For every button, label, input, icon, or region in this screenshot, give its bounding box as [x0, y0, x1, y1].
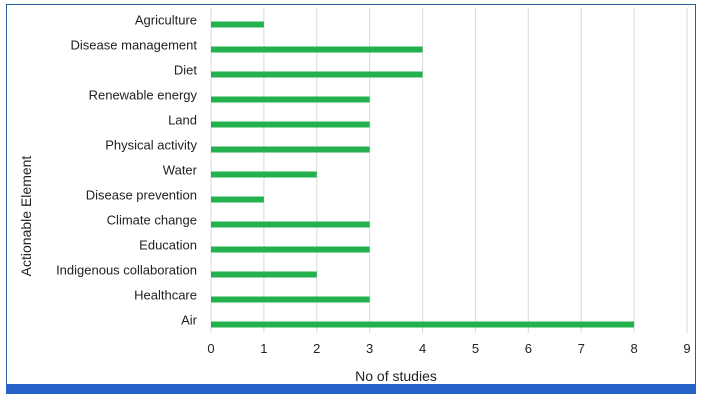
bar: [211, 96, 370, 103]
category-label: Renewable energy: [89, 88, 198, 103]
category-label: Water: [163, 163, 198, 178]
y-axis-title: Actionable Element: [18, 156, 34, 277]
category-label: Indigenous collaboration: [56, 263, 197, 278]
x-tick-label: 5: [472, 341, 479, 356]
category-label: Agriculture: [135, 13, 197, 28]
category-label: Physical activity: [105, 138, 197, 153]
bar: [211, 21, 264, 28]
bar: [211, 121, 370, 128]
category-label: Healthcare: [134, 288, 197, 303]
category-label: Diet: [174, 63, 198, 78]
bar: [211, 171, 317, 178]
bar: [211, 71, 423, 78]
x-tick-label: 9: [683, 341, 690, 356]
x-tick-label: 2: [313, 341, 320, 356]
bar: [211, 296, 370, 303]
x-tick-label: 0: [207, 341, 214, 356]
bar: [211, 146, 370, 153]
x-tick-labels: 0 1 2 3 4 5 6 7 8 9: [207, 341, 690, 356]
category-label: Air: [181, 313, 198, 328]
x-tick-label: 8: [630, 341, 637, 356]
x-tick-label: 7: [578, 341, 585, 356]
x-tick-label: 4: [419, 341, 426, 356]
category-label: Disease management: [71, 38, 198, 53]
gridlines: [210, 8, 688, 333]
bar: [211, 46, 423, 53]
category-label: Disease prevention: [86, 188, 197, 203]
x-tick-label: 6: [525, 341, 532, 356]
category-label: Climate change: [107, 213, 197, 228]
bar: [211, 321, 635, 328]
category-labels: Agriculture Disease management Diet Renewab…: [56, 13, 198, 328]
x-tick-label: 3: [366, 341, 373, 356]
category-label: Land: [168, 113, 197, 128]
x-axis-title: No of studies: [355, 368, 437, 384]
bar: [211, 196, 264, 203]
bar: [211, 271, 317, 278]
bars: [211, 21, 635, 328]
category-label: Education: [139, 238, 197, 253]
bottom-accent-band: [6, 384, 696, 394]
bar: [211, 246, 370, 253]
x-tick-label: 1: [260, 341, 267, 356]
bar: [211, 221, 370, 228]
